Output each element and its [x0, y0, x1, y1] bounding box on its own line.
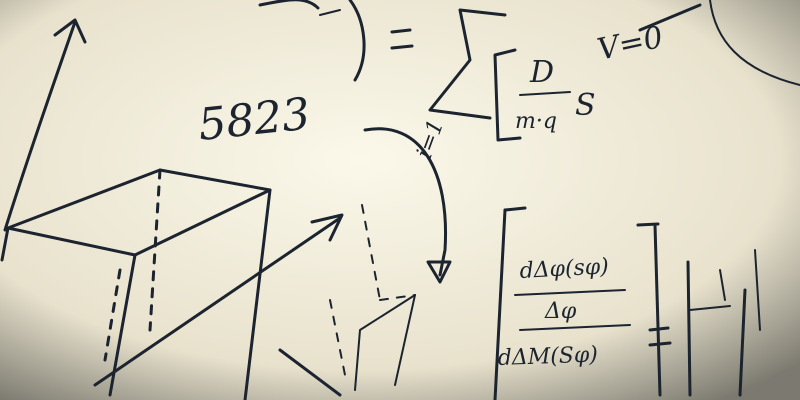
arrow-diagonal — [93, 213, 344, 387]
stroke-top-right — [638, 3, 702, 32]
sum-fraction-bar — [519, 91, 571, 96]
cube-sketch-center — [329, 204, 416, 391]
stroke-bottom — [278, 348, 342, 397]
rhs-expression — [648, 249, 761, 397]
boxed-fraction — [493, 206, 662, 400]
sum-argument-denominator: m·q — [515, 109, 557, 134]
parenthesis-top — [258, 0, 366, 82]
number-5823: 5823 — [196, 89, 313, 151]
fraction-middle: Δφ — [544, 299, 577, 324]
fraction-numerator: dΔφ(sφ) — [519, 254, 609, 284]
sum-tail-symbol: S — [575, 88, 596, 123]
fraction-denominator: dΔM(Sφ) — [497, 343, 598, 371]
arrow-top-left — [3, 18, 87, 232]
bracket-left — [493, 48, 522, 142]
summation-sign — [428, 8, 507, 120]
sum-argument-numerator: D — [529, 55, 554, 90]
curved-arrow — [363, 127, 452, 284]
equals-sign-top — [390, 28, 414, 50]
curve-top-right — [709, 0, 800, 86]
